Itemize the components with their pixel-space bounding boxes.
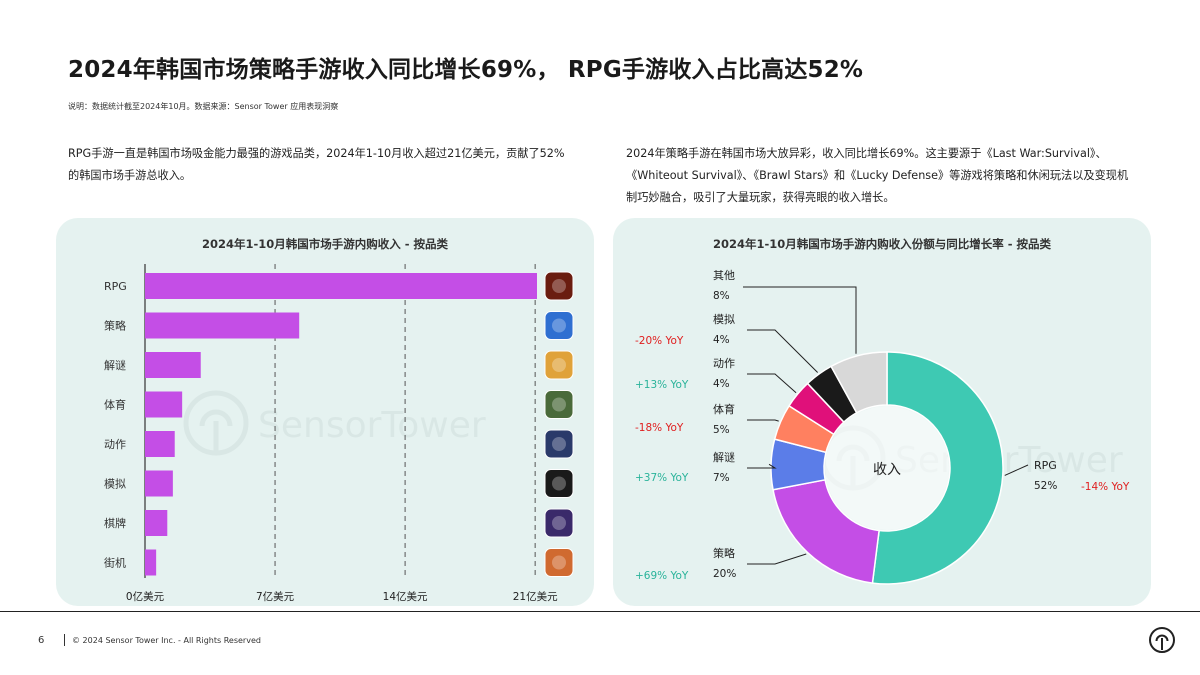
slice-yoy-label: -20% YoY <box>635 335 684 347</box>
category-label: 棋牌 <box>104 516 126 530</box>
bar <box>145 470 173 497</box>
app-icon-glyph <box>552 358 566 372</box>
donut-slice <box>772 478 880 584</box>
tick-label: 14亿美元 <box>383 590 428 603</box>
app-icon <box>544 311 574 340</box>
bar <box>145 510 168 536</box>
category-label: RPG <box>104 280 127 293</box>
app-icon-glyph <box>552 318 566 333</box>
bar-chart-panel: 2024年1-10月韩国市场手游内购收入 - 按品类 SensorTower RP… <box>56 218 594 606</box>
slice-value-label: 4% <box>713 378 730 390</box>
page-number: 6 <box>38 635 45 646</box>
slice-name-label: RPG <box>1034 459 1057 472</box>
category-label: 体育 <box>104 398 126 412</box>
watermark-text: SensorTower <box>258 405 486 446</box>
category-label: 解谜 <box>104 358 126 372</box>
bar <box>145 431 175 457</box>
donut-slice <box>830 351 888 414</box>
footer-separator <box>64 634 65 646</box>
slice-value-label: 20% <box>713 568 736 580</box>
right-paragraph: 2024年策略手游在韩国市场大放异彩，收入同比增长69%。这主要源于《Last … <box>626 147 1129 204</box>
slice-yoy-label: +13% YoY <box>635 379 689 391</box>
slice-name-label: 策略 <box>713 546 735 560</box>
app-icon <box>544 508 574 538</box>
watermark: SensorTower <box>183 390 486 456</box>
left-paragraph: RPG手游一直是韩国市场吸金能力最强的游戏品类，2024年1-10月收入超过21… <box>68 147 565 182</box>
donut-center-label: 收入 <box>873 462 901 478</box>
app-icon-glyph <box>552 516 566 530</box>
app-icon <box>544 548 574 577</box>
leader-line <box>747 419 779 422</box>
category-label: 策略 <box>104 319 126 333</box>
app-icon-glyph <box>552 476 566 491</box>
donut-slice <box>871 351 1004 585</box>
copyright: © 2024 Sensor Tower Inc. - All Rights Re… <box>72 636 261 645</box>
page-title: 2024年韩国市场策略手游收入同比增长69%， RPG手游收入占比高达52% <box>68 57 864 83</box>
slice-name-label: 解谜 <box>713 450 735 464</box>
app-icon-glyph <box>552 437 566 451</box>
category-label: 街机 <box>104 556 126 570</box>
app-icon-glyph <box>552 555 566 570</box>
slice-value-label: 7% <box>713 472 730 484</box>
source-note: 说明：数据统计截至2024年10月。数据来源：Sensor Tower 应用表现… <box>68 102 339 111</box>
bar <box>145 273 537 299</box>
slice-yoy-label: +37% YoY <box>635 472 689 484</box>
leader-line <box>747 463 777 469</box>
app-icon-glyph <box>552 397 566 412</box>
app-icon <box>544 429 574 459</box>
slice-yoy-label: -14% YoY <box>1081 481 1130 493</box>
bar <box>145 391 183 418</box>
bar <box>145 549 157 576</box>
bar <box>145 312 300 339</box>
slice-name-label: 体育 <box>713 402 735 416</box>
slice-name-label: 模拟 <box>713 312 735 326</box>
bar-chart-title: 2024年1-10月韩国市场手游内购收入 - 按品类 <box>201 237 449 251</box>
leader-line <box>1004 464 1029 476</box>
leader-line <box>743 286 857 354</box>
donut-chart-title: 2024年1-10月韩国市场手游内购收入份额与同比增长率 - 按品类 <box>712 237 1052 251</box>
slice-yoy-label: -18% YoY <box>635 422 684 434</box>
category-label: 模拟 <box>104 477 126 491</box>
tick-label: 21亿美元 <box>513 590 558 603</box>
sensor-tower-logo-icon <box>1149 627 1175 653</box>
tick-label: 0亿美元 <box>126 590 165 603</box>
tick-label: 7亿美元 <box>256 590 295 603</box>
slice-value-label: 5% <box>713 424 730 436</box>
watermark-logo-arc <box>199 409 233 427</box>
app-icon <box>544 469 574 498</box>
slice-value-label: 4% <box>713 334 730 346</box>
leader-line <box>747 329 818 373</box>
donut-hole <box>825 406 949 530</box>
bar <box>145 352 201 378</box>
slice-value-label: 8% <box>713 290 730 302</box>
watermark-logo-icon <box>183 390 249 456</box>
app-icon <box>544 350 574 380</box>
app-icon-glyph <box>552 279 566 293</box>
donut-chart-panel: 2024年1-10月韩国市场手游内购收入份额与同比增长率 - 按品类 Senso… <box>613 218 1151 606</box>
category-label: 动作 <box>104 438 126 451</box>
slice-yoy-label: +69% YoY <box>635 570 689 582</box>
slice-name-label: 其他 <box>713 269 735 282</box>
leader-line <box>747 373 797 394</box>
leader-line <box>747 553 807 565</box>
slice-name-label: 动作 <box>713 357 735 370</box>
app-icon <box>544 271 574 301</box>
slice-value-label: 52% <box>1034 480 1057 492</box>
footer-divider <box>0 611 1200 612</box>
app-icon <box>544 390 574 419</box>
